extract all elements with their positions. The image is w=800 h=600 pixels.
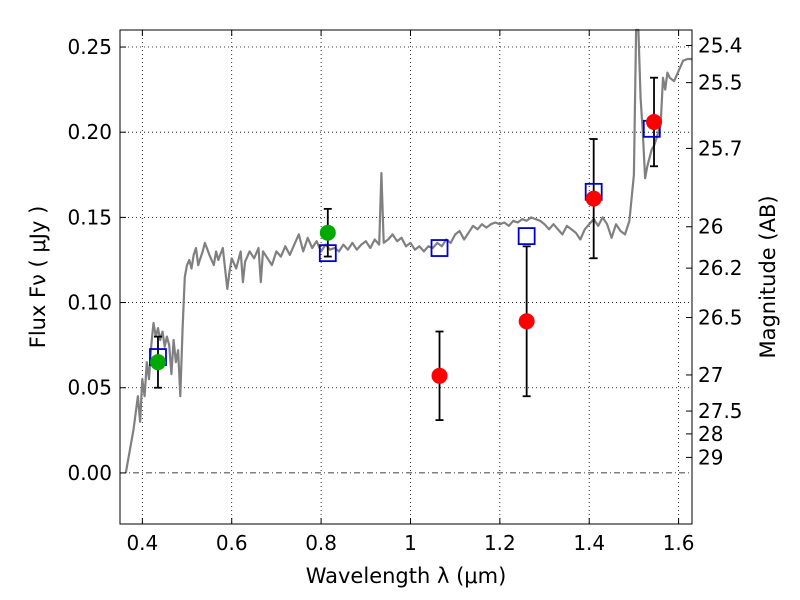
x-tick-label: 0.6 <box>216 531 248 555</box>
x-tick-label: 0.8 <box>305 531 337 555</box>
y2-tick-label: 26.2 <box>698 256 743 280</box>
y2-tick-label: 27 <box>698 363 723 387</box>
model-square <box>430 239 449 257</box>
error-bars <box>153 76 659 421</box>
plot-frame <box>119 29 693 525</box>
y-tick-label: 0.15 <box>67 205 112 229</box>
data-point <box>646 113 663 130</box>
spectrum-layer <box>124 28 692 474</box>
x-tick-label: 1 <box>404 531 417 555</box>
tick-labels: 0.4 0.6 0.8 1 1.2 1.4 1.6 0.00 0.05 0.10 0.15 0.20 0… <box>67 34 742 555</box>
data-point <box>518 313 535 330</box>
data-point <box>319 224 336 241</box>
data-points <box>149 113 663 384</box>
y2-tick-label: 25.5 <box>698 71 743 95</box>
y2-tick-label: 26.5 <box>698 306 743 330</box>
data-point <box>431 367 448 384</box>
data-point <box>585 190 602 207</box>
x-tick-label: 0.4 <box>126 531 158 555</box>
y2-tick-label: 27.5 <box>698 399 743 423</box>
y2-tick-label: 25.7 <box>698 136 743 160</box>
y-tick-label: 0.10 <box>67 291 112 315</box>
model-square <box>517 227 536 246</box>
spectrum-line <box>124 28 692 474</box>
x-axis-title: Wavelength λ (μm) <box>306 564 507 588</box>
axis-ticks <box>120 30 692 524</box>
y2-tick-label: 29 <box>698 445 723 469</box>
y2-axis-title: Magnitude (AB) <box>756 195 780 358</box>
y-tick-label: 0.00 <box>67 461 112 485</box>
x-tick-label: 1.4 <box>573 531 605 555</box>
x-tick-label: 1.6 <box>663 531 695 555</box>
y-axis-title: Flux Fν ( μJy ) <box>26 206 50 349</box>
y-tick-label: 0.05 <box>67 376 112 400</box>
y-tick-label: 0.25 <box>67 35 112 59</box>
grid-lines <box>120 30 692 524</box>
y2-tick-label: 26 <box>698 215 723 239</box>
y2-tick-label: 25.4 <box>698 34 743 58</box>
y-tick-label: 0.20 <box>67 120 112 144</box>
data-point <box>149 354 166 371</box>
x-tick-label: 1.2 <box>484 531 516 555</box>
model-square <box>318 244 337 263</box>
y2-tick-label: 28 <box>698 422 723 446</box>
